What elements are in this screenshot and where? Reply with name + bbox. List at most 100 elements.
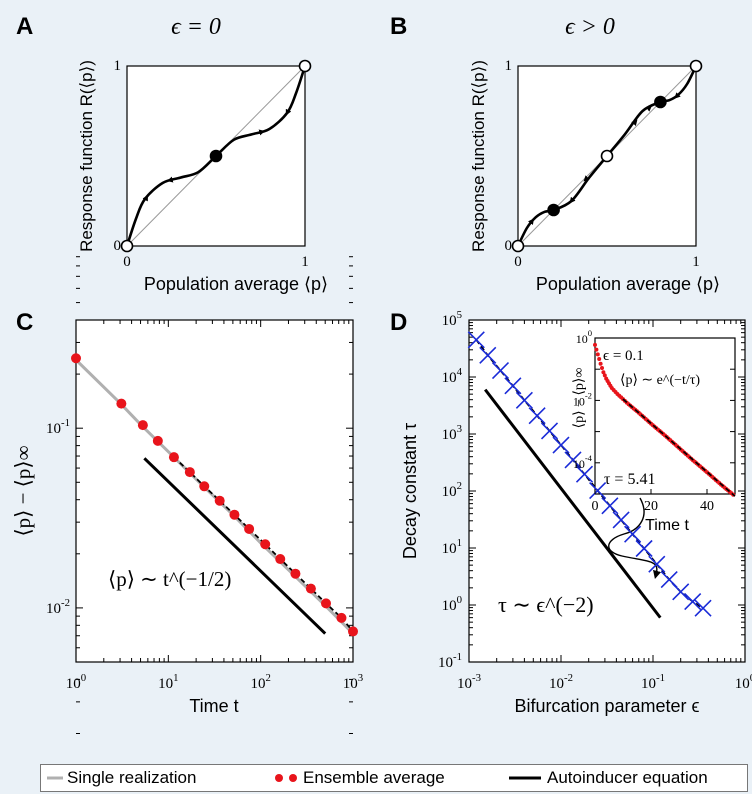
- panel-d-cross-point: [479, 346, 497, 364]
- panel-c-xtick-label: 101: [158, 672, 178, 692]
- panel-d-cross-point: [504, 377, 522, 395]
- panel-c: ⟨p⟩ − ⟨p⟩∞ Time t ⟨p⟩ ∼ t^(−1/2): [11, 319, 354, 716]
- legend-autoinducer-label: Autoinducer equation: [547, 768, 708, 787]
- panel-a-ylabel: Response function R(⟨p⟩): [77, 60, 96, 252]
- panel-a-fixed-point: [209, 149, 223, 163]
- panel-letter-a: A: [16, 13, 33, 40]
- panel-c-ensemble-point: [290, 568, 301, 579]
- inset-law-label: ⟨p⟩ ∼ e^(−t/τ): [620, 373, 700, 388]
- panel-b-fixed-point: [511, 239, 525, 253]
- panel-d-ytick-label: 104: [442, 366, 463, 386]
- panel-letter-b: B: [390, 13, 407, 40]
- panel-c-autoinducer-line: [143, 457, 327, 635]
- panel-c-ensemble-point: [199, 481, 210, 492]
- panel-d-annotation: τ ∼ ϵ^(−2): [498, 592, 594, 617]
- inset-fit-line: [622, 398, 736, 497]
- panel-d-cross-point: [515, 391, 533, 409]
- panel-d-ytick-label: 101: [442, 537, 462, 557]
- panel-c-ensemble-point: [214, 495, 225, 506]
- panel-d-cross-point: [648, 555, 666, 573]
- panel-c-ensemble-point: [320, 598, 331, 609]
- panel-d-cross-point: [624, 525, 642, 543]
- panel-d-ytick-label: 100: [442, 594, 462, 614]
- panel-d-cross-point: [589, 481, 607, 500]
- panel-d-xtick-label: 10-3: [457, 672, 481, 692]
- panel-c-ytick-label: 10-1: [46, 417, 70, 437]
- inset-xtick-label: 20: [644, 499, 658, 514]
- panel-c-xtick-label: 103: [343, 672, 363, 692]
- panel-d-cross-point: [612, 511, 630, 529]
- panel-d-xlabel: Bifurcation parameter ϵ: [514, 696, 699, 716]
- inset-ensemble-point: [600, 365, 604, 370]
- panel-b-xtick-1: 1: [692, 254, 700, 270]
- panel-c-frame: [75, 319, 354, 663]
- panel-c-ensemble-point: [116, 398, 127, 409]
- panel-d-ytick-label: 105: [442, 309, 462, 329]
- legend-ensemble-label: Ensemble average: [303, 768, 445, 787]
- legend-ensemble-swatch-dot-1: [275, 774, 283, 782]
- inset-xlabel: Time t: [645, 517, 689, 534]
- panel-c-ytick-label: 10-2: [46, 597, 70, 617]
- panel-a-ytick-1: 1: [114, 58, 122, 74]
- panel-b-fixed-point: [600, 149, 614, 163]
- inset-ensemble-point: [593, 342, 597, 347]
- legend: Single realization Ensemble average Auto…: [40, 764, 748, 792]
- panel-a-xlabel: Population average ⟨p⟩: [144, 274, 328, 294]
- panel-a-ytick-0: 0: [114, 238, 122, 254]
- panel-d-cross-point: [601, 497, 619, 515]
- panel-c-ensemble-point: [168, 452, 179, 463]
- panel-b-fixed-point: [689, 59, 703, 73]
- panel-d-cross-point: [467, 331, 485, 349]
- inset-ensemble-point: [601, 370, 606, 375]
- chart-marks: 10010110210310-210-110-310-210-110010-11…: [46, 59, 752, 789]
- inset-frame: [594, 337, 736, 495]
- inset-xtick-label: 0: [592, 499, 599, 514]
- panel-d-cross-point: [552, 436, 570, 454]
- inset-ensemble-point: [597, 357, 602, 362]
- inset-ylabel: ⟨p⟩ − ⟨p⟩∞: [572, 368, 587, 429]
- panel-letter-c: C: [16, 309, 33, 336]
- panel-d-cross-point: [694, 599, 712, 617]
- panel-b-xlabel: Population average ⟨p⟩: [536, 274, 720, 294]
- panel-d-cross-point: [528, 407, 546, 425]
- panel-b: ϵ > 0 Response function R(⟨p⟩) Populatio…: [469, 14, 720, 294]
- legend-ensemble-swatch-dot-2: [289, 774, 297, 782]
- panel-a-xtick-1: 1: [301, 254, 309, 270]
- inset-ensemble-point: [594, 347, 599, 352]
- panel-c-ensemble-point: [336, 612, 347, 623]
- panel-d-ytick-label: 102: [442, 480, 462, 500]
- legend-single-label: Single realization: [67, 768, 197, 787]
- panel-a-fixed-point: [120, 239, 134, 253]
- panel-d-cross-point: [672, 583, 690, 601]
- inset-xtick-label: 40: [700, 499, 714, 514]
- panel-c-ensemble-point: [275, 554, 286, 565]
- panel-c-ensemble-point: [184, 467, 195, 478]
- panel-d-cross-point: [575, 465, 594, 483]
- panel-c-ensemble-point: [71, 353, 81, 364]
- panel-d-cross-point: [491, 361, 510, 380]
- panel-c-ensemble-point: [229, 509, 240, 520]
- panel-letter-d: D: [390, 309, 407, 336]
- panel-d-scaling-line: [484, 388, 662, 619]
- panel-a: ϵ = 0 Response function R(⟨p⟩) Populatio…: [77, 14, 328, 294]
- panel-d-xtick-label: 10-1: [641, 672, 665, 692]
- inset-tau-label: τ = 5.41: [604, 471, 655, 488]
- panel-b-ylabel: Response function R(⟨p⟩): [469, 60, 488, 252]
- panel-c-ensemble-point: [152, 435, 163, 446]
- panel-c-xlabel: Time t: [189, 696, 238, 716]
- panel-a-fixed-point: [298, 59, 312, 73]
- inset-ensemble-point: [598, 361, 603, 366]
- panel-d-ylabel: Decay constant τ: [400, 423, 420, 559]
- panel-c-ensemble-point: [348, 626, 358, 637]
- panel-a-xtick-0: 0: [123, 254, 131, 270]
- panel-c-ensemble-point: [305, 583, 316, 594]
- inset-ensemble-point: [595, 352, 600, 357]
- panel-c-ensemble-point: [244, 523, 255, 534]
- panel-b-ytick-0: 0: [505, 238, 513, 254]
- inset-eps-label: ϵ = 0.1: [603, 348, 644, 364]
- panel-b-title: ϵ > 0: [565, 14, 615, 40]
- panel-c-ensemble-point: [260, 539, 271, 550]
- panel-d-cross-point: [635, 539, 653, 558]
- panel-b-fixed-point: [547, 203, 560, 217]
- panel-c-xtick-label: 100: [66, 672, 86, 692]
